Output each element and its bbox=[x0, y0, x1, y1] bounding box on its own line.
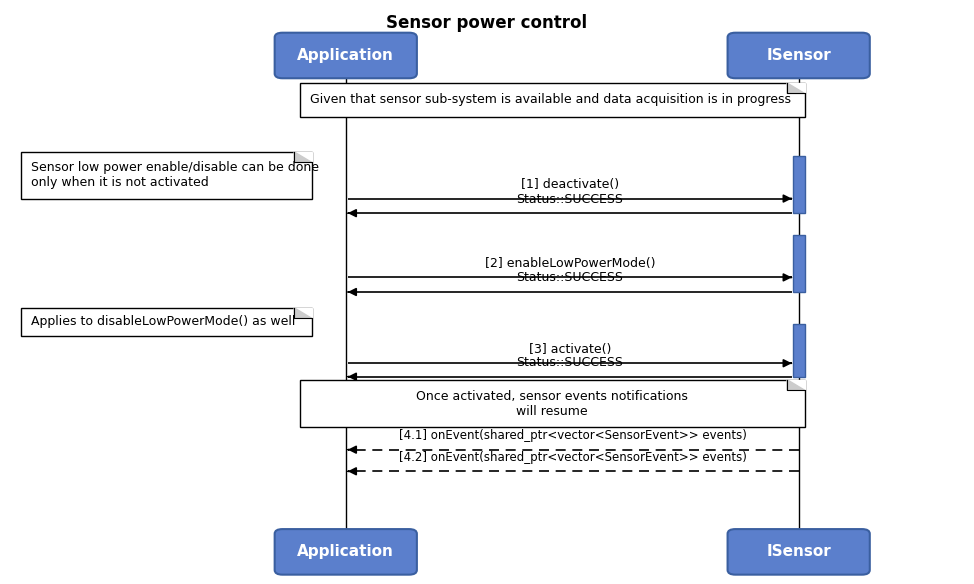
FancyBboxPatch shape bbox=[728, 529, 870, 575]
Text: Sensor power control: Sensor power control bbox=[387, 15, 587, 32]
Text: Applies to disableLowPowerMode() as well: Applies to disableLowPowerMode() as well bbox=[31, 315, 295, 328]
Text: [2] enableLowPowerMode(): [2] enableLowPowerMode() bbox=[484, 257, 656, 270]
Text: ISensor: ISensor bbox=[767, 48, 831, 63]
Polygon shape bbox=[787, 83, 805, 93]
Text: Application: Application bbox=[297, 544, 394, 559]
Polygon shape bbox=[294, 152, 312, 162]
Text: ISensor: ISensor bbox=[767, 544, 831, 559]
FancyBboxPatch shape bbox=[275, 529, 417, 575]
Polygon shape bbox=[787, 83, 805, 93]
Bar bbox=[793, 324, 805, 377]
Bar bbox=[21, 308, 312, 336]
Bar bbox=[793, 235, 805, 292]
Text: Status::SUCCESS: Status::SUCCESS bbox=[516, 272, 623, 284]
Text: Sensor low power enable/disable can be done
only when it is not activated: Sensor low power enable/disable can be d… bbox=[31, 161, 319, 189]
Bar bbox=[300, 380, 805, 427]
Text: Status::SUCCESS: Status::SUCCESS bbox=[516, 356, 623, 369]
Text: Given that sensor sub-system is available and data acquisition is in progress: Given that sensor sub-system is availabl… bbox=[310, 93, 791, 106]
Polygon shape bbox=[294, 308, 312, 318]
Text: [4.2] onEvent(shared_ptr<vector<SensorEvent>> events): [4.2] onEvent(shared_ptr<vector<SensorEv… bbox=[399, 451, 747, 464]
FancyBboxPatch shape bbox=[728, 33, 870, 78]
Polygon shape bbox=[294, 308, 312, 318]
Polygon shape bbox=[787, 380, 805, 390]
Polygon shape bbox=[787, 380, 805, 390]
Text: Once activated, sensor events notifications
will resume: Once activated, sensor events notificati… bbox=[416, 390, 689, 418]
Text: [4.1] onEvent(shared_ptr<vector<SensorEvent>> events): [4.1] onEvent(shared_ptr<vector<SensorEv… bbox=[399, 429, 747, 442]
Polygon shape bbox=[294, 152, 312, 162]
Text: Status::SUCCESS: Status::SUCCESS bbox=[516, 193, 623, 206]
Text: Application: Application bbox=[297, 48, 394, 63]
Text: [3] activate(): [3] activate() bbox=[529, 343, 611, 356]
Bar bbox=[21, 152, 312, 199]
Bar bbox=[300, 83, 805, 117]
Text: [1] deactivate(): [1] deactivate() bbox=[521, 178, 618, 191]
FancyBboxPatch shape bbox=[275, 33, 417, 78]
Bar bbox=[793, 156, 805, 213]
